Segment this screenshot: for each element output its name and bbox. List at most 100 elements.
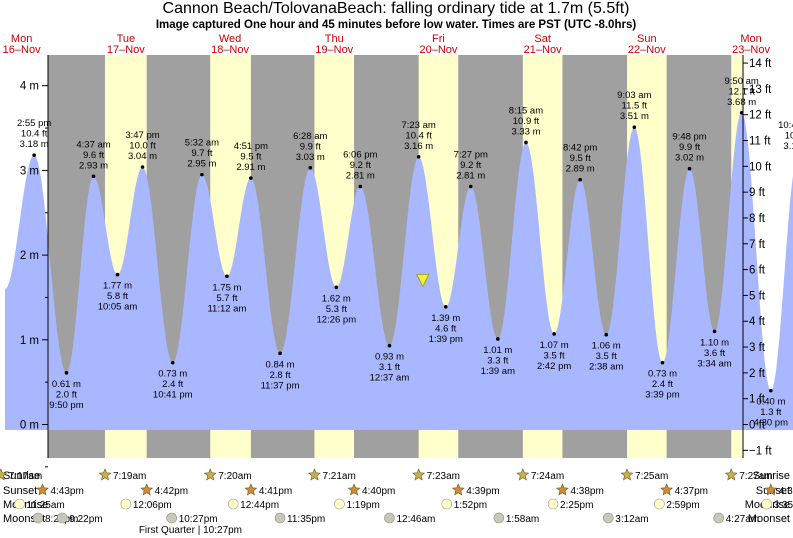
moonset-time: 12:46am [396, 514, 435, 525]
right-tick-label: 6 ft [749, 265, 766, 277]
right-tick-label: 12 ft [749, 110, 772, 122]
tide-meters: 1.39 m [431, 313, 460, 324]
tide-feet: 1.3 ft [760, 407, 781, 418]
tide-meters: 3.03 m [296, 152, 325, 163]
tide-area [5, 112, 793, 430]
tide-point [687, 166, 692, 171]
tide-feet: 2.4 ft [162, 379, 183, 390]
sunset-time: 4:36pm [779, 486, 793, 497]
right-tick-label: 11 ft [749, 136, 771, 148]
tide-point [200, 172, 204, 177]
tide-feet: 10.4 ft [21, 129, 48, 140]
tide-feet: 3.5 ft [596, 351, 617, 362]
tide-feet: 2.4 ft [652, 379, 673, 390]
sunrise-time: 7:19am [113, 471, 146, 482]
day-date: 19–Nov [315, 44, 353, 56]
day-name: Tue [117, 33, 136, 45]
tide-meters: 1.10 m [700, 337, 729, 348]
tide-point [91, 174, 96, 179]
tide-feet: 12.1 ft [728, 86, 755, 97]
tide-time: 10:05 am [98, 302, 138, 313]
sunset-time: 4:41pm [259, 486, 292, 497]
tide-time: 9:48 pm [672, 132, 706, 143]
sunset-time: 4:43pm [50, 486, 83, 497]
sunrise-icon [98, 468, 112, 481]
tide-meters: 3.16 m [783, 141, 793, 152]
tide-time: 2:55 pm [17, 118, 51, 129]
left-axis-m: 0 m 1 m 2 m 3 m 4 m [20, 55, 49, 468]
tide-meters: 3.04 m [128, 151, 157, 162]
tide-time: 7:27 pm [454, 149, 488, 160]
right-tick-label: 1 ft [749, 394, 766, 406]
day-date: 17–Nov [107, 44, 145, 56]
moonrise-time: 1:52pm [454, 500, 487, 511]
moonrise-icon [441, 498, 453, 510]
moonset-icon [56, 512, 68, 524]
tide-meters: 3.33 m [511, 126, 540, 137]
left-tick-label: 2 m [20, 250, 39, 262]
sunset-time: 4:38pm [570, 486, 603, 497]
sunrise-time: 7:25am [635, 471, 668, 482]
tide-feet: 3.5 ft [544, 350, 565, 361]
moonset-icon [493, 512, 505, 524]
sunset-icon [244, 483, 258, 496]
day-name: Mon [740, 33, 761, 45]
tide-meters: 0.73 m [158, 369, 187, 380]
moonset-icon [602, 512, 614, 524]
tide-feet: 9.5 ft [570, 153, 591, 164]
tide-meters: 1.01 m [483, 345, 512, 356]
tide-feet: 3.6 ft [704, 348, 725, 359]
tide-time: 4:51 pm [234, 141, 268, 152]
tide-feet: 5.8 ft [107, 291, 128, 302]
moonrise-time: 11:25am [27, 500, 65, 511]
day-name: Sat [534, 33, 551, 45]
tide-meters: 1.75 m [212, 282, 241, 293]
sunset-icon [555, 483, 569, 496]
tide-point [443, 304, 448, 309]
sunrise-icon [724, 468, 738, 481]
tide-feet: 11.5 ft [621, 101, 647, 112]
tide-meters: 1.06 m [592, 341, 621, 352]
sunrise-icon [620, 468, 634, 481]
moon-phase-label: First Quarter | 10:27pm [139, 525, 242, 536]
tide-point [387, 343, 392, 348]
tide-point [524, 140, 528, 145]
moonset-time: 3:12am [615, 514, 648, 525]
tide-time: 6:28 am [293, 131, 327, 142]
tide-time: 3:34 am [697, 358, 731, 369]
tide-point [552, 332, 556, 336]
tide-feet: 5.7 ft [216, 293, 237, 304]
day-date: 22–Nov [628, 44, 666, 56]
right-tick-label: −1 ft [749, 445, 773, 457]
tide-point [170, 360, 175, 365]
tide-point [64, 371, 69, 375]
right-tick-label: 0 ft [749, 420, 766, 432]
moonrise-icon [227, 498, 239, 510]
tide-feet: 2.0 ft [56, 389, 77, 400]
left-tick-label: 0 m [20, 420, 39, 432]
moonset-row-label-right: Moonset [748, 513, 790, 525]
sunrise-icon [203, 468, 217, 481]
right-tick-label: 14 ft [749, 58, 772, 70]
day-date: 20–Nov [419, 44, 457, 56]
tide-feet: 5.3 ft [326, 304, 347, 315]
sunrise-time: 7:27am [739, 471, 772, 482]
tide-point [115, 272, 120, 277]
moonset-icon [274, 512, 286, 524]
right-tick-label: 3 ft [749, 342, 766, 354]
day-date: 23–Nov [732, 44, 770, 56]
tide-meters: 2.91 m [236, 162, 265, 173]
tide-feet: 9.2 ft [460, 160, 481, 171]
sunrise-icon [307, 468, 321, 481]
day-name: Fri [432, 33, 445, 45]
tide-meters: 2.81 m [456, 170, 485, 181]
moonrise-time: 12:44pm [240, 500, 279, 511]
right-tick-label: 13 ft [749, 84, 772, 96]
tide-time: 8:42 pm [563, 143, 597, 154]
tide-feet: 2.8 ft [269, 370, 290, 381]
moonset-icon [713, 512, 725, 524]
sunrise-time: 7:20am [218, 471, 251, 482]
moonrise-icon [14, 498, 25, 510]
tide-meters: 3.51 m [620, 111, 649, 122]
